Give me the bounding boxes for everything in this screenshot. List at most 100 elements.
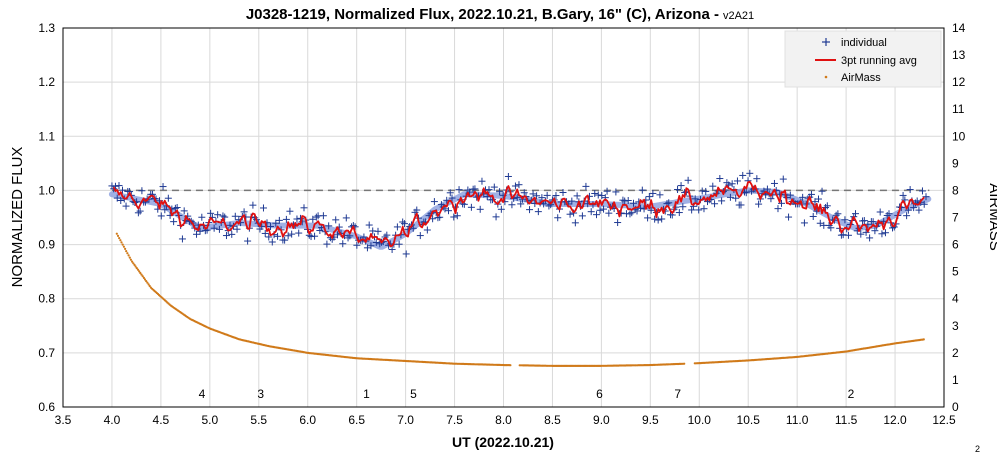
x-tick-label: 10.5	[737, 413, 761, 427]
data-point	[511, 182, 519, 190]
airmass-point	[124, 247, 127, 250]
legend-label-airmass: AirMass	[841, 72, 881, 84]
y-tick-label: 1.3	[38, 21, 55, 35]
data-point	[834, 210, 842, 218]
data-point	[728, 180, 736, 188]
data-point	[582, 182, 590, 190]
data-point	[883, 211, 891, 219]
data-point	[587, 208, 595, 216]
data-point	[651, 215, 659, 223]
airmass-point	[140, 273, 143, 276]
data-point	[554, 214, 562, 222]
data-point	[365, 221, 373, 229]
data-point	[249, 201, 257, 209]
data-point	[446, 189, 454, 197]
data-point	[885, 210, 893, 218]
data-point	[860, 217, 868, 225]
airmass-point	[121, 243, 124, 246]
airmass-point	[136, 268, 140, 271]
data-point	[811, 198, 819, 206]
data-point	[323, 240, 331, 248]
data-point	[490, 183, 498, 191]
data-point	[612, 188, 620, 196]
data-point	[737, 201, 745, 209]
data-point	[325, 222, 333, 230]
airmass-point	[683, 362, 686, 365]
data-point	[300, 204, 308, 212]
data-point	[376, 240, 384, 248]
data-point	[629, 199, 637, 207]
data-point	[903, 212, 911, 220]
x-tick-label: 8.5	[544, 413, 561, 427]
y-tick-label: 0.6	[38, 400, 55, 414]
airmass-point	[120, 241, 123, 244]
data-point	[244, 237, 252, 245]
data-point	[399, 218, 407, 226]
y2-tick-label: 10	[952, 129, 966, 143]
x-tick-label: 5.5	[250, 413, 267, 427]
data-point	[115, 182, 123, 190]
data-point	[274, 232, 282, 240]
airmass-point	[139, 271, 142, 275]
y-tick-label: 1.1	[38, 129, 55, 143]
x-axis-title: UT (2022.10.21)	[452, 434, 554, 450]
data-point	[866, 234, 874, 242]
data-point	[774, 205, 782, 213]
data-point	[215, 225, 223, 233]
x-tick-label: 8.0	[495, 413, 512, 427]
data-point	[688, 206, 696, 214]
data-point	[633, 207, 641, 215]
y2-tick-label: 11	[952, 102, 965, 116]
data-point	[485, 186, 493, 194]
y-tick-label: 0.8	[38, 292, 55, 306]
airmass-point	[116, 234, 120, 237]
data-point	[665, 199, 673, 207]
data-point	[508, 201, 516, 209]
data-point	[878, 230, 886, 238]
airmass-point	[135, 267, 138, 270]
data-point	[286, 207, 294, 215]
data-point	[786, 191, 794, 199]
data-point	[638, 186, 646, 194]
data-point	[467, 203, 475, 211]
data-point	[281, 236, 289, 244]
data-point	[533, 192, 541, 200]
data-point	[374, 227, 382, 235]
airmass-point	[142, 276, 145, 279]
data-point	[864, 220, 872, 228]
y-tick-label: 1.2	[38, 75, 55, 89]
annotation-label: 1	[363, 387, 370, 401]
airmass-point	[138, 270, 141, 273]
data-point	[226, 221, 234, 229]
data-point	[171, 204, 179, 212]
legend-box	[784, 30, 942, 88]
data-point	[309, 215, 317, 223]
data-point	[504, 172, 512, 180]
x-tick-label: 11.0	[786, 413, 809, 427]
data-point	[573, 192, 581, 200]
data-point	[592, 211, 600, 219]
data-point	[677, 182, 685, 190]
running-avg-line	[112, 180, 925, 248]
data-point	[839, 231, 847, 239]
airmass-point	[127, 254, 130, 257]
y2-tick-label: 5	[952, 265, 959, 279]
y2-tick-label: 1	[952, 373, 959, 387]
airmass-point	[128, 256, 131, 259]
data-point	[702, 187, 710, 195]
data-point	[268, 238, 276, 246]
data-point	[726, 193, 734, 201]
x-tick-label: 3.5	[55, 413, 72, 427]
data-point	[614, 219, 622, 227]
x-tick-label: 5.0	[201, 413, 218, 427]
data-point	[222, 232, 230, 240]
data-point	[844, 231, 852, 239]
data-point	[402, 250, 410, 258]
data-point	[807, 190, 815, 198]
airmass-point	[129, 258, 132, 261]
data-point	[716, 175, 724, 183]
annotation-label: 3	[257, 387, 264, 401]
airmass-point	[126, 252, 129, 255]
data-point	[709, 182, 717, 190]
